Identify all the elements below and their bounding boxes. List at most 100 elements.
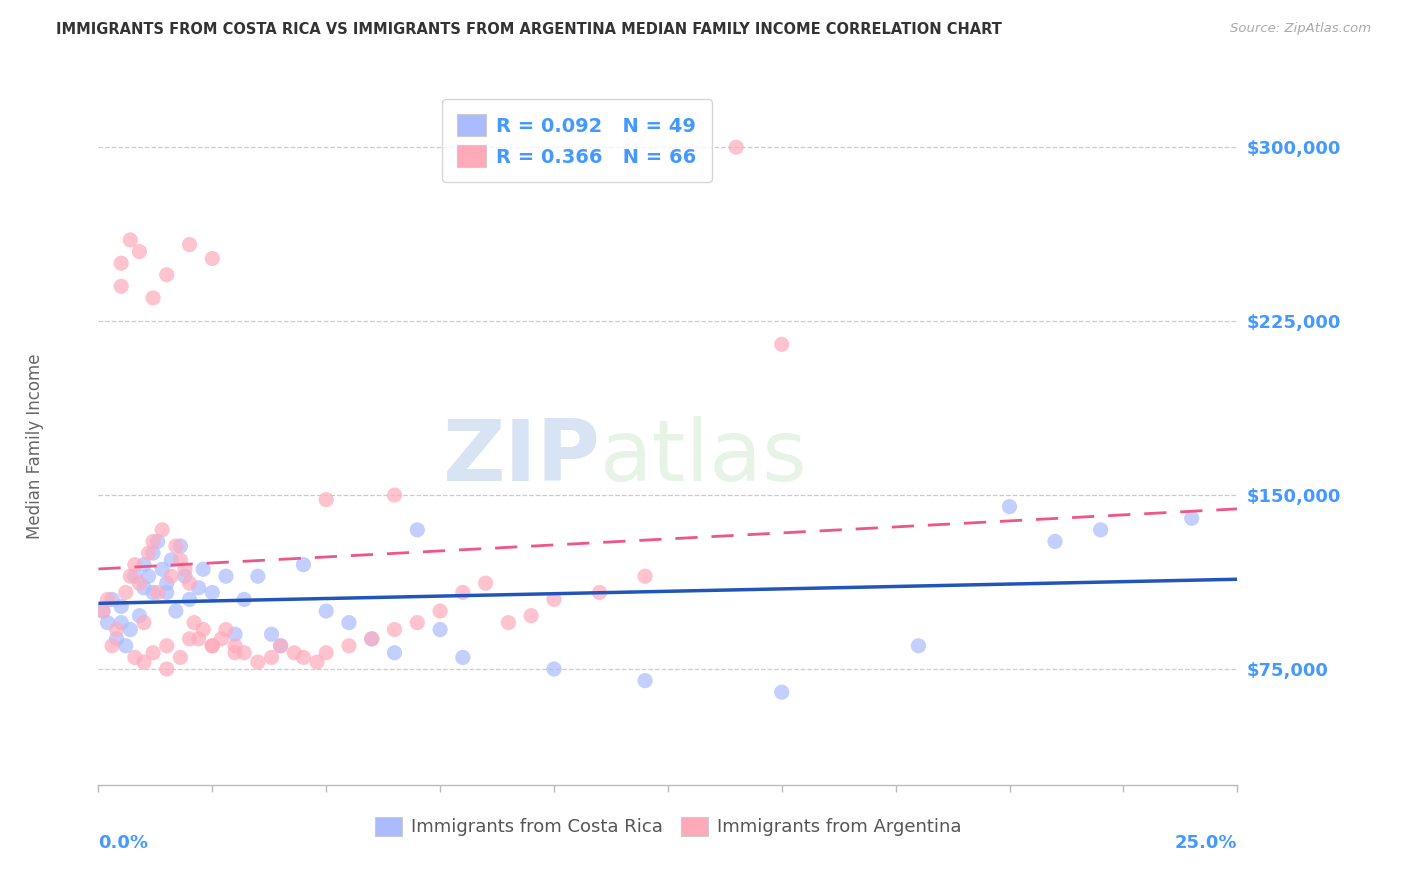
Point	[138, 546, 160, 560]
Point	[110, 615, 132, 630]
Text: atlas: atlas	[599, 417, 807, 500]
Text: 0.0%: 0.0%	[98, 834, 149, 852]
Point	[142, 534, 165, 549]
Point	[146, 585, 169, 599]
Point	[337, 615, 360, 630]
Point	[105, 623, 128, 637]
Point	[292, 650, 315, 665]
Point	[128, 244, 150, 259]
Point	[360, 632, 382, 646]
Point	[770, 685, 793, 699]
Point	[201, 585, 224, 599]
Point	[224, 627, 246, 641]
Point	[384, 623, 406, 637]
Point	[169, 650, 191, 665]
Point	[160, 569, 183, 583]
Point	[292, 558, 315, 572]
Point	[315, 492, 337, 507]
Point	[128, 576, 150, 591]
Text: ZIP: ZIP	[441, 417, 599, 500]
Point	[132, 655, 155, 669]
Point	[138, 569, 160, 583]
Point	[201, 639, 224, 653]
Point	[474, 576, 496, 591]
Point	[384, 646, 406, 660]
Text: Median Family Income: Median Family Income	[27, 353, 44, 539]
Point	[429, 604, 451, 618]
Point	[96, 615, 118, 630]
Point	[150, 562, 173, 576]
Point	[132, 558, 155, 572]
Point	[246, 569, 269, 583]
Point	[156, 268, 179, 282]
Point	[179, 576, 201, 591]
Point	[270, 639, 292, 653]
Point	[209, 632, 232, 646]
Point	[193, 623, 215, 637]
Point	[124, 558, 146, 572]
Point	[156, 639, 179, 653]
Point	[451, 650, 474, 665]
Point	[337, 639, 360, 653]
Point	[201, 252, 224, 266]
Point	[101, 639, 124, 653]
Point	[634, 569, 657, 583]
Point	[124, 650, 146, 665]
Point	[91, 604, 114, 618]
Point	[315, 604, 337, 618]
Text: IMMIGRANTS FROM COSTA RICA VS IMMIGRANTS FROM ARGENTINA MEDIAN FAMILY INCOME COR: IMMIGRANTS FROM COSTA RICA VS IMMIGRANTS…	[56, 22, 1002, 37]
Point	[429, 623, 451, 637]
Point	[193, 562, 215, 576]
Point	[406, 615, 429, 630]
Point	[384, 488, 406, 502]
Point	[187, 581, 209, 595]
Point	[114, 585, 136, 599]
Point	[120, 569, 142, 583]
Point	[156, 576, 179, 591]
Point	[1181, 511, 1204, 525]
Point	[283, 646, 305, 660]
Point	[110, 279, 132, 293]
Point	[156, 585, 179, 599]
Point	[201, 639, 224, 653]
Point	[132, 615, 155, 630]
Point	[105, 632, 128, 646]
Point	[128, 608, 150, 623]
Point	[187, 632, 209, 646]
Point	[110, 599, 132, 614]
Point	[406, 523, 429, 537]
Point	[725, 140, 748, 154]
Point	[174, 562, 197, 576]
Point	[224, 646, 246, 660]
Point	[634, 673, 657, 688]
Point	[233, 592, 256, 607]
Point	[96, 592, 118, 607]
Point	[142, 546, 165, 560]
Point	[998, 500, 1021, 514]
Point	[165, 604, 187, 618]
Point	[169, 553, 191, 567]
Point	[124, 569, 146, 583]
Point	[142, 585, 165, 599]
Point	[520, 608, 543, 623]
Point	[543, 592, 565, 607]
Point	[543, 662, 565, 676]
Point	[498, 615, 520, 630]
Point	[315, 646, 337, 660]
Point	[215, 623, 238, 637]
Point	[120, 623, 142, 637]
Point	[132, 581, 155, 595]
Point	[179, 237, 201, 252]
Point	[907, 639, 929, 653]
Point	[156, 662, 179, 676]
Point	[142, 646, 165, 660]
Point	[110, 256, 132, 270]
Point	[246, 655, 269, 669]
Point	[120, 233, 142, 247]
Point	[179, 632, 201, 646]
Point	[146, 534, 169, 549]
Point	[101, 592, 124, 607]
Point	[91, 604, 114, 618]
Point	[260, 627, 283, 641]
Point	[169, 539, 191, 553]
